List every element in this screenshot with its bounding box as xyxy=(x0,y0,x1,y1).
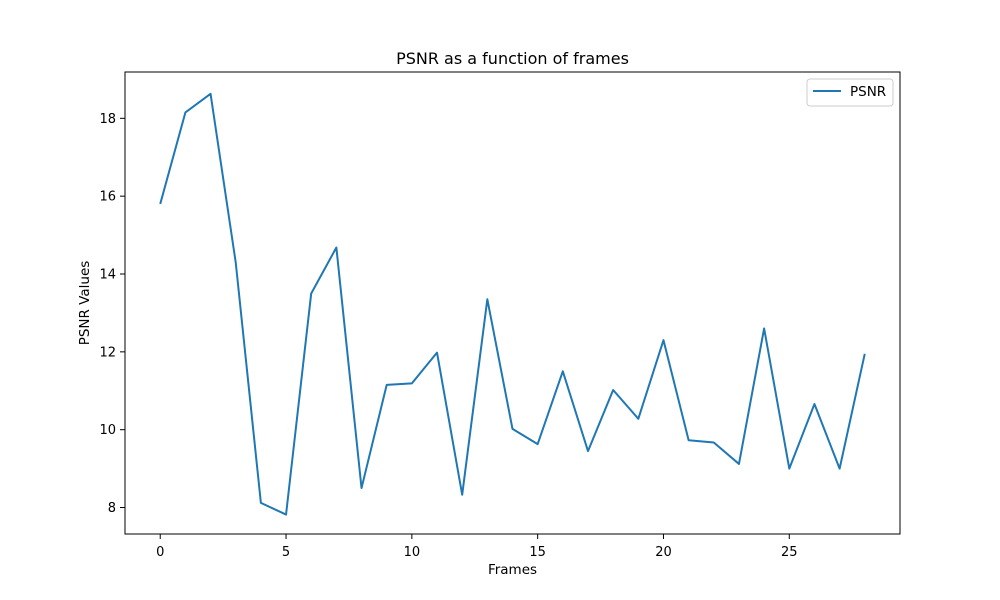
y-tick-label: 18 xyxy=(99,112,116,127)
y-tick-label: 12 xyxy=(99,345,116,360)
plot-area xyxy=(124,71,901,535)
x-tick-label: 10 xyxy=(404,545,421,560)
x-tick-label: 0 xyxy=(156,545,164,560)
legend-label: PSNR xyxy=(850,84,886,100)
x-tick-label: 20 xyxy=(655,545,672,560)
series-line-psnr xyxy=(159,92,866,516)
legend-box xyxy=(806,78,894,107)
x-tick-label: 15 xyxy=(529,545,546,560)
legend: PSNR xyxy=(806,78,894,107)
y-axis-label: PSNR Values xyxy=(77,261,93,346)
x-tick-label: 5 xyxy=(282,545,290,560)
x-axis-label: Frames xyxy=(488,562,537,578)
chart-title: PSNR as a function of frames xyxy=(396,49,629,68)
y-tick-label: 16 xyxy=(99,190,116,205)
y-tick-label: 14 xyxy=(99,268,116,283)
y-axis-ticks: 8 10 12 14 16 18 xyxy=(99,112,125,516)
x-tick-label: 25 xyxy=(781,545,798,560)
y-tick-label: 8 xyxy=(108,501,116,516)
x-axis-ticks: 0 5 10 15 20 25 xyxy=(156,534,798,560)
y-tick-label: 10 xyxy=(99,423,116,438)
series-layer xyxy=(159,92,866,516)
